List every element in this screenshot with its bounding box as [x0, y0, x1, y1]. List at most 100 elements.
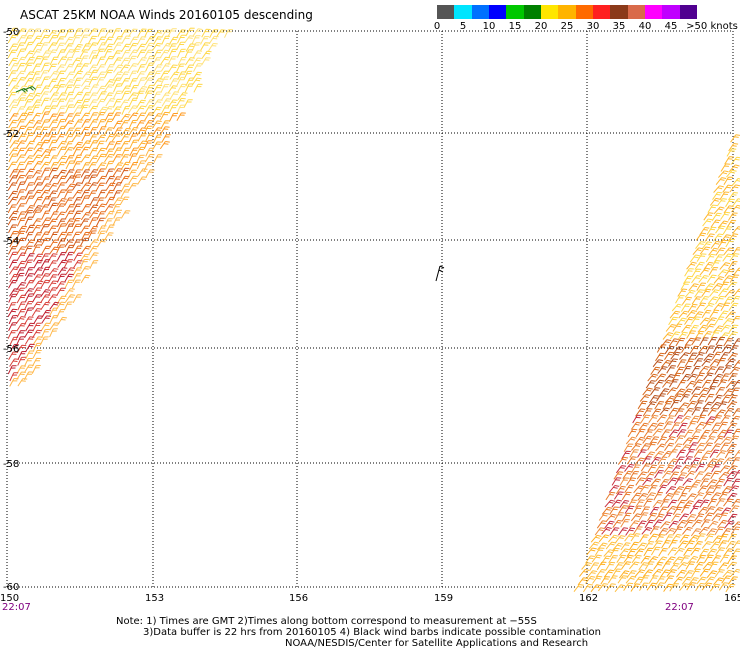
wind-barb	[129, 36, 139, 46]
wind-barb	[711, 513, 722, 522]
legend-swatch	[662, 5, 681, 19]
wind-barb	[718, 170, 729, 178]
wind-barb	[647, 512, 658, 522]
wind-barb	[706, 226, 717, 236]
wind-barb	[620, 519, 630, 528]
wind-barb	[639, 484, 651, 493]
wind-barb	[714, 458, 725, 467]
wind-barb	[694, 400, 704, 409]
wind-barb	[71, 279, 81, 289]
wind-barb	[690, 528, 702, 537]
wind-barb	[729, 366, 740, 375]
wind-barb	[691, 519, 703, 528]
wind-barb	[722, 226, 733, 235]
wind-barb	[608, 534, 619, 543]
wind-barb	[40, 259, 51, 268]
wind-barb	[8, 190, 18, 200]
wind-barb	[40, 133, 51, 142]
wind-barb	[41, 50, 51, 59]
wind-barb	[137, 86, 148, 95]
wind-barb	[698, 275, 709, 283]
wind-barb	[709, 309, 720, 318]
wind-barb	[731, 178, 740, 186]
legend-swatch	[523, 5, 542, 19]
wind-barb	[591, 554, 602, 563]
wind-barb	[686, 330, 696, 339]
wind-barb	[201, 50, 212, 59]
wind-barb	[136, 36, 147, 45]
wind-barb	[135, 120, 146, 129]
wind-barb	[712, 485, 722, 494]
wind-barb	[80, 274, 91, 284]
wind-barb	[25, 56, 35, 66]
wind-barb	[611, 568, 622, 577]
wind-barb	[729, 253, 740, 262]
wind-barb	[669, 471, 679, 480]
wind-barb	[666, 569, 677, 578]
wind-barb	[711, 464, 721, 473]
wind-barb	[65, 223, 75, 233]
wind-barb	[87, 42, 98, 51]
wind-barb	[703, 512, 714, 521]
wind-barb	[698, 526, 710, 535]
wind-barb	[56, 105, 66, 115]
wind-barb	[40, 301, 51, 311]
wind-barb	[31, 92, 42, 101]
wind-barb	[659, 569, 671, 578]
wind-barb	[714, 435, 725, 444]
wind-barb	[112, 197, 123, 206]
legend-label: 10	[482, 21, 496, 32]
wind-barb	[723, 247, 734, 256]
wind-barb	[40, 224, 50, 233]
wind-barb	[89, 69, 99, 79]
wind-barb	[727, 261, 738, 270]
wind-barb	[640, 506, 650, 515]
wind-barb	[16, 308, 26, 318]
wind-barb	[702, 331, 713, 339]
wind-barb	[48, 246, 60, 255]
wind-barb	[730, 156, 740, 165]
wind-barb	[723, 388, 734, 397]
wind-barb	[680, 464, 691, 473]
wind-barb	[24, 231, 34, 241]
wind-barb	[47, 280, 58, 289]
wind-barb	[655, 373, 667, 382]
wind-barb	[724, 449, 735, 459]
lat-label: -56	[3, 344, 19, 355]
wind-barb	[623, 443, 634, 453]
wind-barb	[635, 408, 646, 417]
wind-barb	[729, 435, 740, 444]
wind-barb	[40, 322, 51, 331]
wind-barb	[693, 358, 704, 367]
wind-barb	[652, 428, 664, 437]
wind-barb	[88, 28, 99, 37]
legend-swatch	[645, 5, 663, 19]
wind-barb	[73, 252, 83, 262]
wind-barb	[609, 527, 620, 536]
wind-barb	[612, 542, 624, 551]
wind-barb	[698, 345, 709, 354]
wind-barb	[121, 90, 130, 100]
wind-barb	[638, 512, 649, 521]
wind-barb	[664, 345, 675, 355]
wind-barb	[728, 143, 739, 152]
wind-barb	[119, 154, 130, 163]
wind-barb	[121, 127, 131, 137]
wind-barb	[176, 76, 186, 86]
wind-barb	[97, 28, 107, 38]
wind-barb	[625, 575, 637, 584]
wind-barb	[159, 111, 170, 121]
wind-barb	[701, 309, 712, 319]
wind-barb	[33, 280, 44, 289]
legend-label: 30	[586, 21, 600, 32]
wind-barb	[704, 233, 715, 242]
wind-barb	[144, 153, 155, 163]
wind-barb	[630, 421, 642, 430]
wind-barb	[71, 218, 81, 227]
wind-barb	[119, 99, 130, 108]
wind-barb	[104, 29, 115, 38]
wind-barb	[80, 245, 91, 254]
wind-barb	[703, 283, 715, 292]
wind-barb	[136, 64, 146, 74]
wind-barb	[105, 182, 116, 191]
